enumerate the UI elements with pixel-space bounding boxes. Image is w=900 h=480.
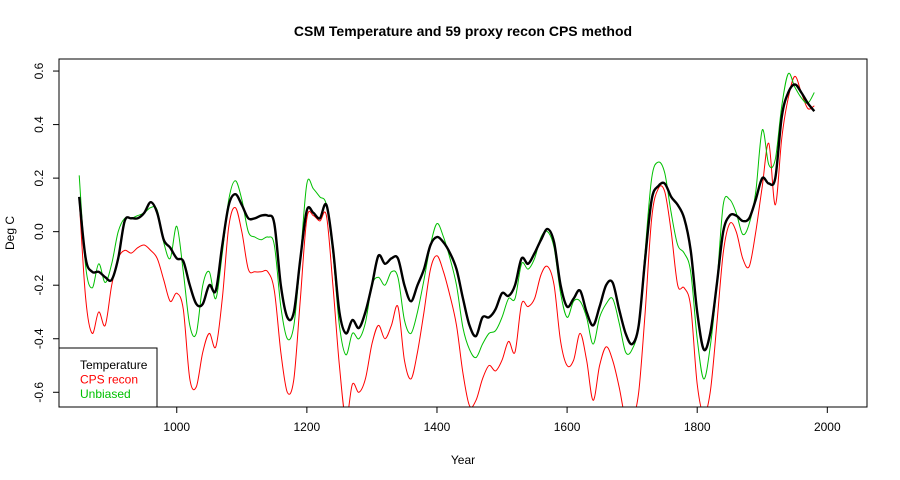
x-axis: 1000 1200 1400 1600 1800 2000 [163, 407, 841, 434]
plot-frame [58, 58, 868, 408]
x-tick-label: 1800 [684, 420, 711, 434]
y-tick-label: 0.4 [32, 116, 46, 133]
chart-title: CSM Temperature and 59 proxy recon CPS m… [294, 23, 632, 39]
y-tick-label: -0.4 [32, 328, 46, 349]
series-line-temperature [78, 83, 816, 352]
legend-item-temperature: Temperature [80, 358, 148, 372]
y-tick-label: 0.2 [32, 169, 46, 186]
y-axis: -0.6 -0.4 -0.2 0.0 0.2 0.4 0.6 [32, 62, 59, 403]
series-line-unbiased [78, 72, 815, 380]
x-tick-label: 1400 [424, 420, 451, 434]
legend-box [58, 347, 158, 408]
series-layer [78, 72, 816, 407]
x-tick-label: 1000 [163, 420, 190, 434]
y-tick-label: 0.0 [32, 223, 46, 240]
x-tick-label: 2000 [814, 420, 841, 434]
x-tick-label: 1200 [294, 420, 321, 434]
y-axis-label: Deg C [3, 216, 17, 250]
y-tick-label: -0.2 [32, 275, 46, 296]
series-line-cps-recon [78, 75, 815, 407]
x-axis-label: Year [451, 453, 475, 467]
y-tick-label: -0.6 [32, 382, 46, 403]
legend-item-cps-recon: CPS recon [80, 373, 138, 387]
legend-item-unbiased: Unbiased [80, 387, 131, 401]
y-tick-label: 0.6 [32, 62, 46, 79]
x-tick-label: 1600 [554, 420, 581, 434]
